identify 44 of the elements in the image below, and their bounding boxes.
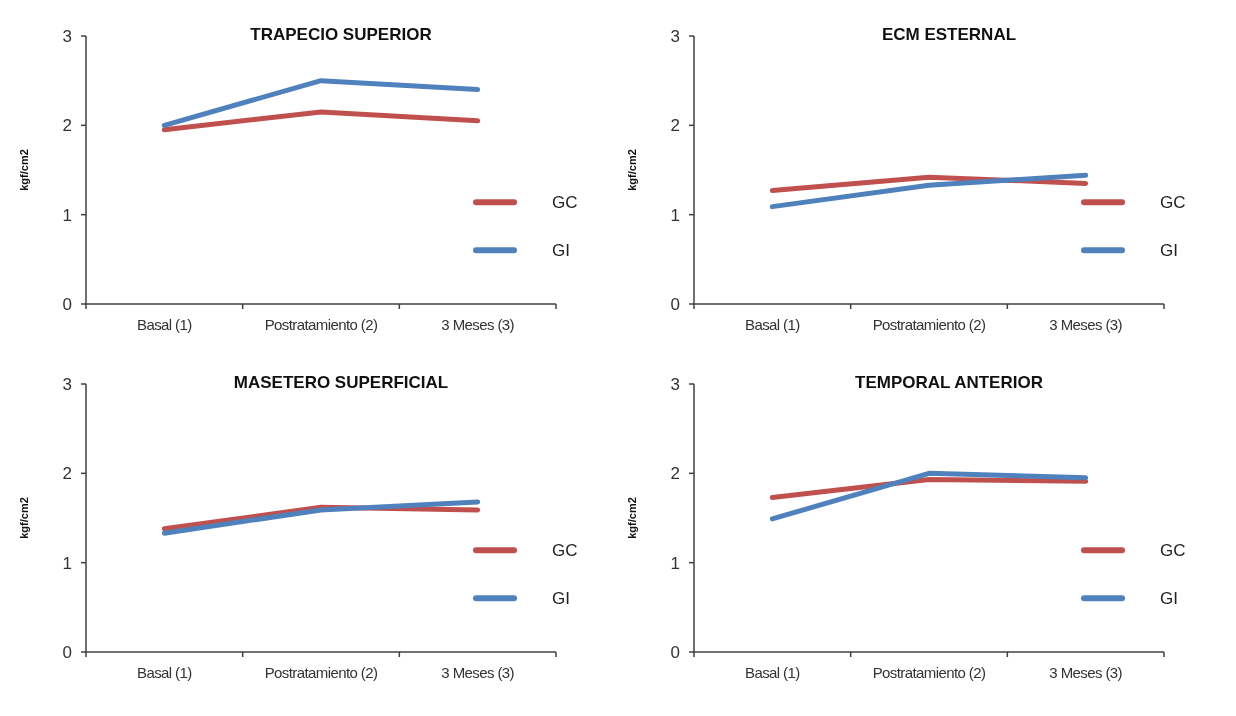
- y-tick-label: 1: [62, 205, 72, 225]
- x-tick-label: Postratamiento (2): [872, 316, 986, 333]
- x-tick-label: Postratamiento (2): [264, 664, 378, 681]
- y-axis-title: kgf/cm2: [626, 149, 638, 191]
- y-tick-label: 2: [670, 116, 680, 136]
- x-tick-label: Basal (1): [745, 316, 801, 333]
- y-tick-label: 1: [670, 553, 680, 573]
- legend-label: GC: [552, 541, 578, 561]
- y-tick-label: 2: [62, 464, 72, 484]
- y-tick-label: 1: [62, 553, 72, 573]
- legend-label: GC: [1160, 541, 1186, 561]
- y-tick-label: 3: [670, 374, 680, 394]
- y-tick-label: 3: [670, 26, 680, 46]
- x-tick-label: Basal (1): [137, 316, 193, 333]
- legend-label: GC: [1160, 193, 1186, 213]
- x-tick-label: 3 Meses (3): [1049, 664, 1123, 681]
- y-tick-label: 0: [62, 642, 72, 662]
- y-axis-title: kgf/cm2: [18, 497, 30, 539]
- y-tick-label: 2: [670, 464, 680, 484]
- y-axis-title: kgf/cm2: [626, 497, 638, 539]
- x-tick-label: 3 Meses (3): [441, 664, 515, 681]
- chart-title: TRAPECIO SUPERIOR: [250, 25, 432, 44]
- y-tick-label: 0: [670, 642, 680, 662]
- y-tick-label: 0: [62, 294, 72, 314]
- x-tick-label: 3 Meses (3): [1049, 316, 1123, 333]
- x-tick-label: Postratamiento (2): [264, 316, 378, 333]
- chart-title: ECM ESTERNAL: [881, 25, 1017, 44]
- x-tick-label: Basal (1): [745, 664, 801, 681]
- y-tick-label: 1: [670, 205, 680, 225]
- x-tick-label: Postratamiento (2): [872, 664, 986, 681]
- chart-title: TEMPORAL ANTERIOR: [855, 373, 1043, 392]
- y-tick-label: 0: [670, 294, 680, 314]
- y-axis-title: kgf/cm2: [18, 149, 30, 191]
- y-tick-label: 3: [62, 26, 72, 46]
- legend-label: GC: [552, 193, 578, 213]
- legend-label: GI: [552, 241, 570, 261]
- y-tick-label: 2: [62, 116, 72, 136]
- x-tick-label: Basal (1): [137, 664, 193, 681]
- legend-label: GI: [1160, 241, 1178, 261]
- chart-title: MASETERO SUPERFICIAL: [233, 373, 449, 392]
- y-tick-label: 3: [62, 374, 72, 394]
- legend-label: GI: [1160, 589, 1178, 609]
- x-tick-label: 3 Meses (3): [441, 316, 515, 333]
- legend-label: GI: [552, 589, 570, 609]
